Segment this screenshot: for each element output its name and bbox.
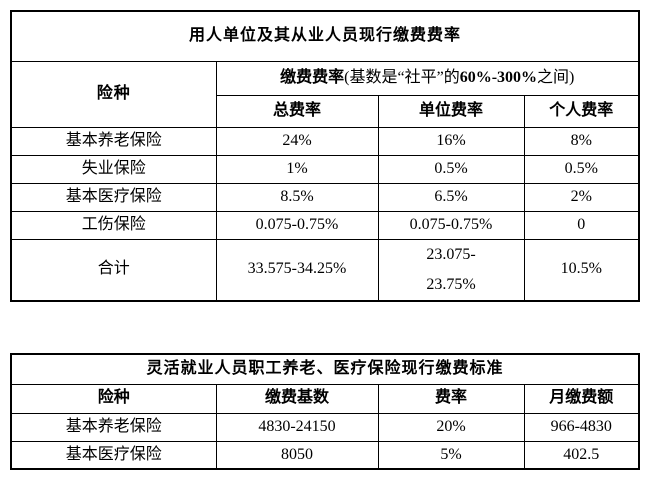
cell-monthly-amount: 402.5 (523, 440, 640, 470)
table-row: 用人单位及其从业人员现行缴费费率 (10, 10, 640, 62)
row-label: 基本医疗保险 (10, 182, 217, 212)
row-label: 基本养老保险 (10, 126, 217, 156)
rate-note-segment: 60%-300% (459, 68, 538, 86)
cell-employer-rate: 0.075-0.75% (377, 210, 525, 240)
cell-employer-rate: 6.5% (377, 182, 525, 212)
cell-personal-rate: 2% (523, 182, 640, 212)
table2-insurance-type-header: 险种 (10, 383, 217, 414)
rate-note-segment: 之间) (537, 68, 575, 86)
table-row: 总费率 单位费率 个人费率 (11, 94, 640, 128)
cell-total-rate: 24% (215, 126, 379, 156)
table-row: 失业保险 1% 0.5% 0.5% (10, 154, 640, 184)
cell-personal-rate: 8% (523, 126, 640, 156)
cell-rate: 5% (377, 440, 525, 470)
cell-monthly-amount: 966-4830 (523, 412, 640, 442)
cell-total-rate: 0.075-0.75% (215, 210, 379, 240)
table-row-total: 合计 33.575-34.25% 23.075-23.75% 10.5% (10, 238, 640, 302)
row-label: 基本医疗保险 (10, 440, 217, 470)
cell-personal-rate: 0 (523, 210, 640, 240)
table-row: 基本养老保险 24% 16% 8% (10, 126, 640, 156)
cell-total-rate: 8.5% (215, 182, 379, 212)
table-row: 险种 缴费费率(基数是“社平”的60%-300%之间) (10, 60, 640, 128)
flexible-employment-standards-table: 灵活就业人员职工养老、医疗保险现行缴费标准 险种 缴费基数 费率 月缴费额 基本… (10, 353, 641, 471)
table2-title: 灵活就业人员职工养老、医疗保险现行缴费标准 (10, 353, 640, 385)
row-label: 工伤保险 (10, 210, 217, 240)
cell-contribution-base: 4830-24150 (215, 412, 379, 442)
row-label: 失业保险 (10, 154, 217, 184)
table1-title: 用人单位及其从业人员现行缴费费率 (10, 10, 640, 62)
cell-rate: 20% (377, 412, 525, 442)
table-row: 险种 缴费基数 费率 月缴费额 (10, 383, 640, 414)
table-row: 基本医疗保险 8050 5% 402.5 (10, 440, 640, 470)
cell-total-rate: 33.575-34.25% (215, 238, 379, 302)
row-label: 合计 (10, 238, 217, 302)
cell-employer-rate: 16% (377, 126, 525, 156)
employer-contribution-rates-table: 用人单位及其从业人员现行缴费费率 险种 缴费费率(基数是“社平”的60%-300… (10, 10, 641, 303)
table1-total-rate-header: 总费率 (215, 94, 379, 128)
row-label: 基本养老保险 (10, 412, 217, 442)
table2-contribution-base-header: 缴费基数 (215, 383, 379, 414)
table1-insurance-type-header: 险种 (10, 60, 217, 128)
table2-monthly-amount-header: 月缴费额 (523, 383, 640, 414)
rate-note-segment: 缴费费率 (280, 68, 345, 86)
cell-personal-rate: 10.5% (523, 238, 640, 302)
cell-total-rate: 1% (215, 154, 379, 184)
table2-rate-header: 费率 (377, 383, 525, 414)
table1-employer-rate-header: 单位费率 (377, 94, 525, 128)
table-row: 灵活就业人员职工养老、医疗保险现行缴费标准 (10, 353, 640, 385)
table-row: 工伤保险 0.075-0.75% 0.075-0.75% 0 (10, 210, 640, 240)
table1-rate-note: 缴费费率(基数是“社平”的60%-300%之间) (215, 60, 640, 96)
cell-employer-rate: 0.5% (377, 154, 525, 184)
table-row: 基本养老保险 4830-24150 20% 966-4830 (10, 412, 640, 442)
cell-employer-rate: 23.075-23.75% (377, 238, 525, 302)
rate-note-segment: (基数是“社平”的 (344, 68, 460, 86)
cell-personal-rate: 0.5% (523, 154, 640, 184)
table-row: 基本医疗保险 8.5% 6.5% 2% (10, 182, 640, 212)
cell-contribution-base: 8050 (215, 440, 379, 470)
table1-personal-rate-header: 个人费率 (523, 94, 640, 128)
cell-employer-rate-value: 23.075-23.75% (426, 245, 476, 293)
